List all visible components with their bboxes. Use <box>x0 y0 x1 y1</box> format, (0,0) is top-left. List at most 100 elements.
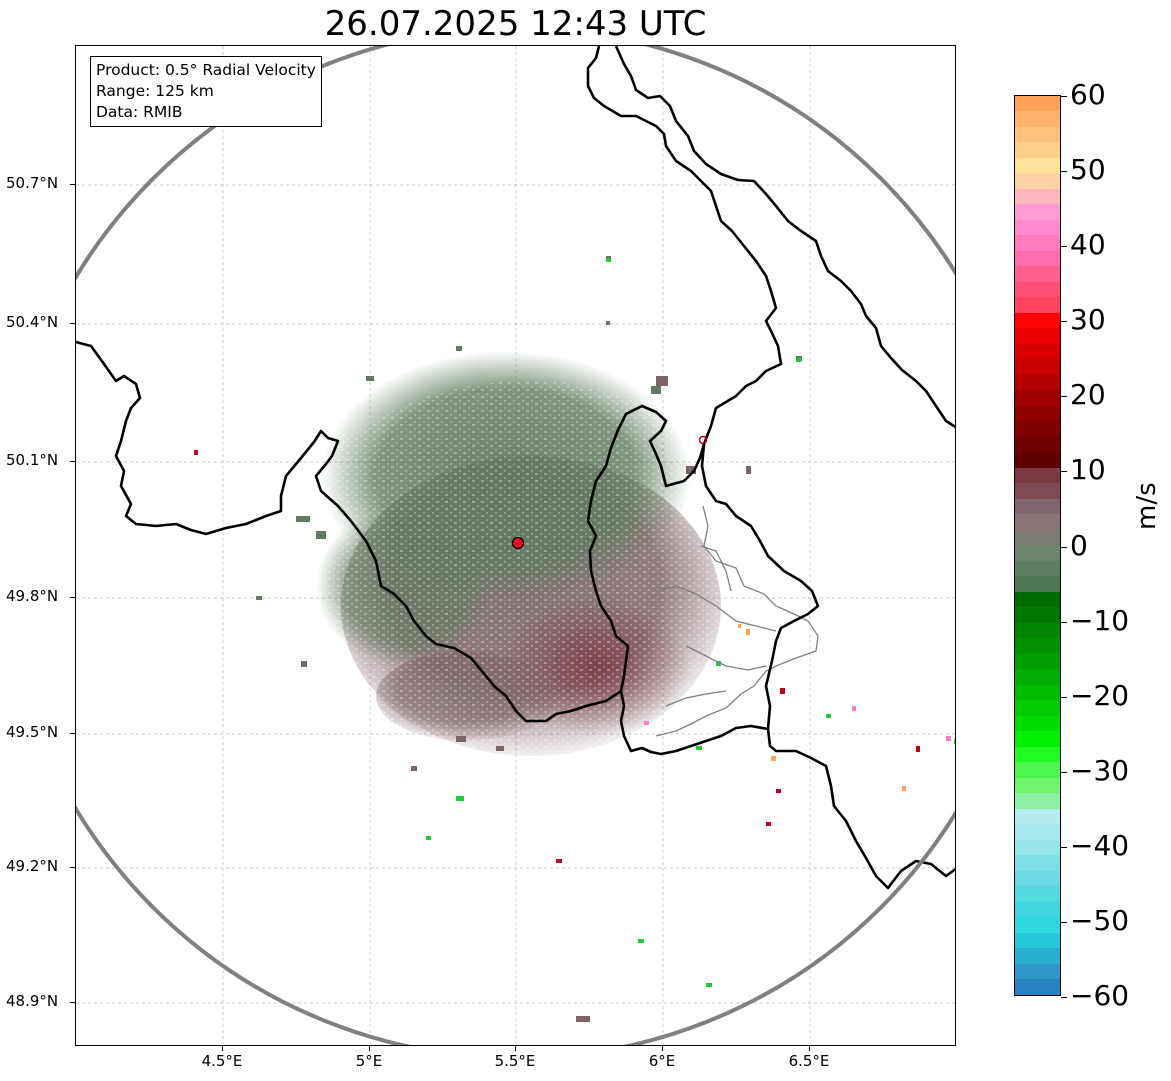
colorbar-segment <box>1015 669 1060 686</box>
data-source-label: Data: RMIB <box>96 103 183 121</box>
colorbar-segment <box>1015 638 1060 655</box>
colorbar-segment <box>1015 421 1060 438</box>
colorbar-segment <box>1015 607 1060 624</box>
lat-tick-label: 48.9°N <box>6 992 59 1010</box>
lat-tick <box>70 184 75 185</box>
colorbar-unit-label: m/s <box>1132 482 1162 530</box>
colorbar-segment <box>1015 545 1060 562</box>
colorbar-segment <box>1015 514 1060 531</box>
colorbar-segment <box>1015 685 1060 701</box>
velocity-colorbar <box>1014 95 1061 996</box>
colorbar-segment <box>1015 778 1060 794</box>
colorbar-segment <box>1015 793 1060 810</box>
colorbar-tick <box>1061 171 1067 172</box>
colorbar-tick-label: 30 <box>1070 303 1106 337</box>
radar-map[interactable]: Product: 0.5° Radial Velocity Range: 125… <box>75 45 956 1046</box>
colorbar-tick-label: −30 <box>1070 753 1130 787</box>
colorbar-segment <box>1015 933 1060 949</box>
colorbar-segment <box>1015 592 1060 608</box>
colorbar-segment <box>1015 530 1060 546</box>
colorbar-segment <box>1015 390 1060 407</box>
colorbar-segment <box>1015 700 1060 717</box>
colorbar-tick <box>1061 847 1067 848</box>
colorbar-segment <box>1015 979 1060 995</box>
secondary-site-marker <box>698 435 708 445</box>
colorbar-segment <box>1015 747 1060 763</box>
lat-tick-label: 49.5°N <box>6 723 59 741</box>
lat-tick <box>70 461 75 462</box>
colorbar-segment <box>1015 96 1060 112</box>
lat-tick-label: 50.4°N <box>6 313 59 331</box>
lat-tick <box>70 733 75 734</box>
lon-tick <box>369 1046 370 1051</box>
lon-tick-label: 6°E <box>648 1052 676 1070</box>
colorbar-tick-label: 0 <box>1070 528 1088 562</box>
colorbar-segment <box>1015 499 1060 515</box>
colorbar-segment <box>1015 716 1060 732</box>
colorbar-segment <box>1015 344 1060 360</box>
colorbar-segment <box>1015 359 1060 376</box>
colorbar-tick-label: −20 <box>1070 678 1130 712</box>
colorbar-segment <box>1015 948 1060 965</box>
lon-tick-label: 6.5°E <box>788 1052 830 1070</box>
colorbar-tick <box>1061 246 1067 247</box>
colorbar-segment <box>1015 406 1060 422</box>
colorbar-segment <box>1015 127 1060 143</box>
colorbar-segment <box>1015 964 1060 980</box>
colorbar-tick <box>1061 997 1067 998</box>
colorbar-segment <box>1015 468 1060 484</box>
colorbar-tick <box>1061 922 1067 923</box>
national-borders <box>76 46 955 890</box>
colorbar-segment <box>1015 561 1060 577</box>
chart-title: 26.07.2025 12:43 UTC <box>324 4 707 44</box>
colorbar-segment <box>1015 189 1060 205</box>
colorbar-tick-label: 40 <box>1070 228 1106 262</box>
colorbar-segment <box>1015 452 1060 469</box>
colorbar-segment <box>1015 235 1060 252</box>
colorbar-tick <box>1061 622 1067 623</box>
lat-tick-label: 50.1°N <box>6 451 59 469</box>
lat-tick-label: 49.2°N <box>6 857 59 875</box>
colorbar-segment <box>1015 731 1060 748</box>
colorbar-segment <box>1015 282 1060 298</box>
colorbar-segment <box>1015 855 1060 872</box>
colorbar-segment <box>1015 220 1060 236</box>
colorbar-segment <box>1015 917 1060 934</box>
colorbar-segment <box>1015 902 1060 918</box>
radar-site-marker <box>511 536 525 550</box>
colorbar-tick <box>1061 547 1067 548</box>
colorbar-tick <box>1061 321 1067 322</box>
range-label: Range: 125 km <box>96 82 214 100</box>
product-info-box: Product: 0.5° Radial Velocity Range: 125… <box>90 56 322 127</box>
colorbar-segment <box>1015 204 1060 221</box>
lat-tick <box>70 1002 75 1003</box>
lon-tick-label: 4.5°E <box>201 1052 243 1070</box>
colorbar-tick-label: −40 <box>1070 828 1130 862</box>
colorbar-segment <box>1015 576 1060 593</box>
colorbar-tick-label: 10 <box>1070 453 1106 487</box>
velocity-echoes <box>194 256 955 1022</box>
colorbar-segment <box>1015 111 1060 128</box>
lon-tick-label: 5.5°E <box>494 1052 536 1070</box>
map-canvas <box>76 46 955 1045</box>
colorbar-tick-label: −60 <box>1070 979 1130 1012</box>
colorbar-tick-label: −10 <box>1070 603 1130 637</box>
colorbar-tick-label: 20 <box>1070 378 1106 412</box>
colorbar-segment <box>1015 886 1060 903</box>
colorbar-tick-label: 60 <box>1070 78 1106 111</box>
colorbar-segment <box>1015 483 1060 500</box>
colorbar-tick <box>1061 471 1067 472</box>
colorbar-tick <box>1061 772 1067 773</box>
lat-tick-label: 49.8°N <box>6 587 59 605</box>
colorbar-segment <box>1015 266 1060 283</box>
colorbar-segment <box>1015 437 1060 453</box>
colorbar-segment <box>1015 654 1060 670</box>
colorbar-segment <box>1015 297 1060 314</box>
lon-tick <box>809 1046 810 1051</box>
colorbar-segment <box>1015 623 1060 639</box>
lon-tick <box>515 1046 516 1051</box>
colorbar-segment <box>1015 313 1060 329</box>
colorbar-segment <box>1015 251 1060 267</box>
colorbar-segment <box>1015 142 1060 159</box>
product-label: Product: 0.5° Radial Velocity <box>96 61 316 79</box>
